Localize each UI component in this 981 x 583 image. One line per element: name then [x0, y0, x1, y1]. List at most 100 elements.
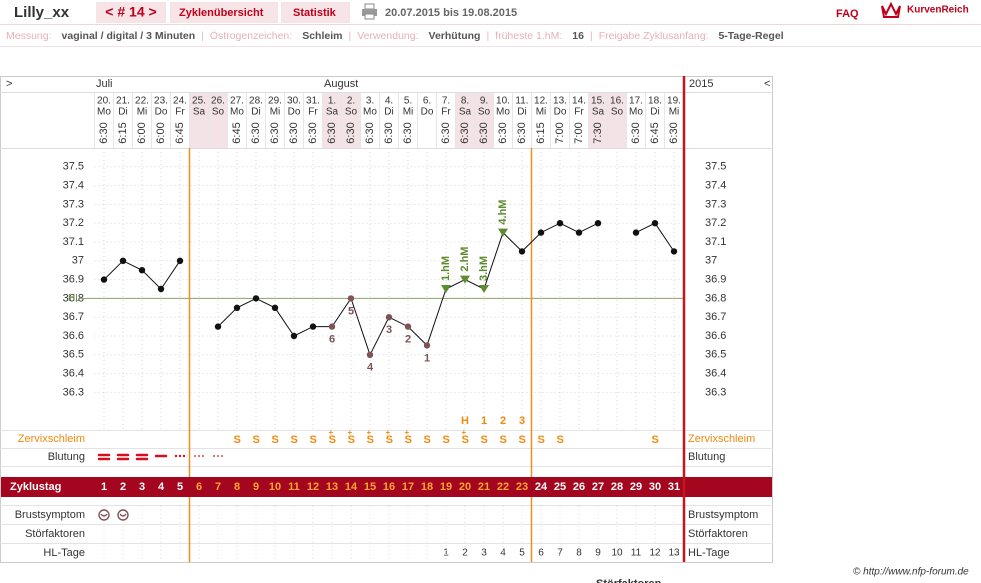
info-label: Östrogenzeichen: [210, 30, 292, 42]
weekday-label: Di [650, 107, 659, 118]
temperature-point [385, 314, 393, 321]
separator: | [486, 30, 489, 42]
peak-mark: 1 [481, 415, 487, 427]
cycle-nav[interactable]: < # 14 > [105, 4, 156, 20]
cervix-mark: S [538, 434, 545, 446]
temperature-point [157, 285, 165, 293]
cycle-day: 9 [253, 481, 259, 493]
info-line: Messung: vaginal / digital / 3 Minuten | Ös… [6, 30, 784, 42]
hl-day: 6 [538, 548, 544, 559]
date-label: 11. [515, 96, 528, 107]
hl-day: 1 [443, 548, 449, 559]
cycle-nav-box[interactable] [96, 2, 166, 23]
low-label: 4 [367, 362, 374, 374]
row-label: Störfaktoren [688, 528, 748, 540]
hl-day: 13 [668, 548, 680, 559]
tab[interactable]: Statistik [293, 7, 337, 19]
low-label: 2 [405, 334, 411, 346]
cervix-mark: S [500, 434, 507, 446]
y-tick-label: 36.5 [705, 349, 726, 361]
cervix-letter: S [652, 434, 659, 446]
weekend-shade [322, 93, 342, 148]
info-label: Messung: [6, 30, 52, 42]
cycle-day: 3 [139, 481, 145, 493]
brand[interactable]: KurvenReich [907, 5, 969, 16]
date-label: 24. [173, 96, 187, 107]
weekday-label: Di [118, 107, 127, 118]
time-label: 6:30 [440, 122, 452, 143]
hl-day: 10 [611, 548, 623, 559]
breast-symbols [98, 509, 129, 521]
cycle-day: 5 [177, 481, 183, 493]
info-value: 5-Tage-Regel [718, 30, 783, 42]
date-label: 15. [591, 96, 605, 107]
rise-label: 2.hM [459, 247, 471, 272]
y-tick-label: 36.5 [63, 349, 84, 361]
date-label: 8. [461, 96, 469, 107]
date-label: 14. [572, 96, 586, 107]
cycle-day: 18 [421, 481, 433, 493]
time-label: 6:15 [535, 122, 547, 143]
rise-label: 1.hM [440, 256, 452, 281]
hl-day: 5 [519, 548, 525, 559]
time-label: 6:45 [174, 122, 186, 143]
y-tick-label: 36.4 [63, 368, 84, 380]
tab[interactable]: Zyklenübersicht [179, 7, 264, 19]
cycle-day: 28 [611, 481, 623, 493]
rise-label: 4.hM [497, 200, 509, 225]
separator: | [201, 30, 204, 42]
time-label: 6:30 [383, 122, 395, 143]
cycle-day: 13 [326, 481, 338, 493]
cervix-mark: S [234, 434, 241, 446]
separator: | [348, 30, 351, 42]
time-label: 6:30 [307, 122, 319, 143]
weekday-label: Mi [669, 107, 680, 118]
cervix-plus: + [405, 428, 410, 437]
row-label: Zyklustag [10, 481, 61, 493]
temperature-point [347, 295, 355, 302]
nav-button[interactable]: > [6, 78, 12, 90]
cervix-plus: + [462, 428, 467, 437]
printer-icon[interactable] [362, 3, 377, 20]
temperature-point [138, 267, 146, 274]
date-label: 27. [230, 96, 244, 107]
tab-box[interactable] [281, 2, 350, 23]
y-tick-label: 36.9 [705, 274, 726, 286]
faq-link[interactable]: FAQ [836, 8, 859, 20]
y-tick-label: 37.5 [63, 161, 84, 173]
weekend-shade [208, 93, 228, 148]
weekday-label: So [345, 107, 358, 118]
weekday-label: Mo [363, 107, 377, 118]
nav-button[interactable]: < [764, 78, 770, 90]
temperature-point [441, 285, 451, 293]
time-label: 6:30 [98, 122, 110, 143]
temperature-point [479, 285, 489, 293]
info-value: Schleim [302, 30, 342, 42]
weekday-label: Mo [629, 107, 643, 118]
row-label: Brustsymptom [15, 509, 85, 521]
row-lines [0, 430, 773, 544]
time-label: 6:30 [630, 122, 642, 143]
row-label: Brustsymptom [688, 509, 758, 521]
cervix-letter: S [291, 434, 298, 446]
date-label: 13. [553, 96, 567, 107]
time-label: 6:15 [117, 122, 129, 143]
y-tick-label: 36.4 [705, 368, 726, 380]
time-label: 6:30 [288, 122, 300, 143]
tab-box[interactable] [170, 2, 278, 23]
temperature-point [328, 323, 336, 330]
date-label: 22. [135, 96, 149, 107]
row-label: Störfaktoren [25, 528, 85, 540]
y-tick-label: 36.3 [705, 386, 726, 398]
y-tick-label: 37.5 [705, 161, 726, 173]
y-tick-label: 37.2 [705, 217, 726, 229]
time-label: 6:30 [402, 122, 414, 143]
temperature-point [233, 304, 241, 311]
cycle-day: 26 [573, 481, 585, 493]
weekday-label: Sa [459, 107, 472, 118]
cervix-letter: S [367, 434, 374, 446]
low-label: 5 [348, 305, 354, 317]
cycle-day-band [1, 477, 772, 497]
weekday-label: Fr [574, 107, 584, 118]
time-label: 6:00 [155, 122, 167, 143]
